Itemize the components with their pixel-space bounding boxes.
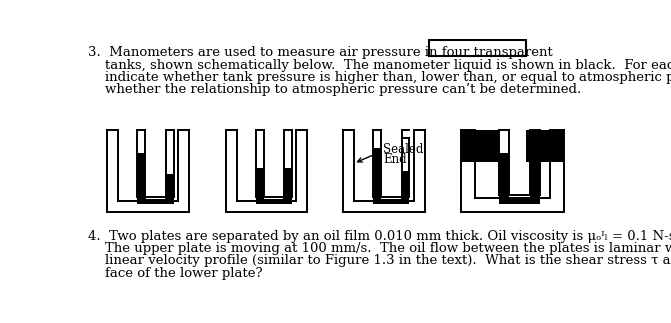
Text: linear velocity profile (similar to Figure 1.3 in the text).  What is the shear : linear velocity profile (similar to Figu…: [88, 254, 671, 267]
Bar: [525, 130, 564, 162]
Bar: [499, 199, 539, 204]
Text: End: End: [383, 153, 407, 166]
Bar: [138, 153, 146, 204]
Text: 3.  Manometers are used to measure air pressure in four transparent: 3. Manometers are used to measure air pr…: [88, 47, 552, 59]
Bar: [373, 199, 409, 204]
Text: whether the relationship to atmospheric pressure can’t be determined.: whether the relationship to atmospheric …: [88, 83, 581, 97]
Bar: [373, 148, 382, 204]
Text: Sealed: Sealed: [383, 143, 423, 156]
Text: indicate whether tank pressure is higher than, lower than, or equal to atmospher: indicate whether tank pressure is higher…: [88, 71, 671, 84]
Bar: [256, 168, 264, 204]
Bar: [256, 199, 292, 204]
Bar: [530, 153, 539, 204]
Bar: [401, 171, 409, 204]
Bar: [138, 199, 174, 204]
Bar: [165, 173, 174, 204]
Bar: [499, 153, 509, 204]
Bar: [429, 40, 525, 56]
Text: 4.  Two plates are separated by an oil film 0.010 mm thick. Oil viscosity is μₒᴵ: 4. Two plates are separated by an oil fi…: [88, 230, 671, 243]
Text: tanks, shown schematically below.  The manometer liquid is shown in black.  For : tanks, shown schematically below. The ma…: [88, 59, 671, 72]
Bar: [461, 130, 499, 162]
Text: The upper plate is moving at 100 mm/s.  The oil flow between the plates is lamin: The upper plate is moving at 100 mm/s. T…: [88, 242, 671, 255]
Text: face of the lower plate?: face of the lower plate?: [88, 267, 262, 280]
Bar: [283, 168, 292, 204]
